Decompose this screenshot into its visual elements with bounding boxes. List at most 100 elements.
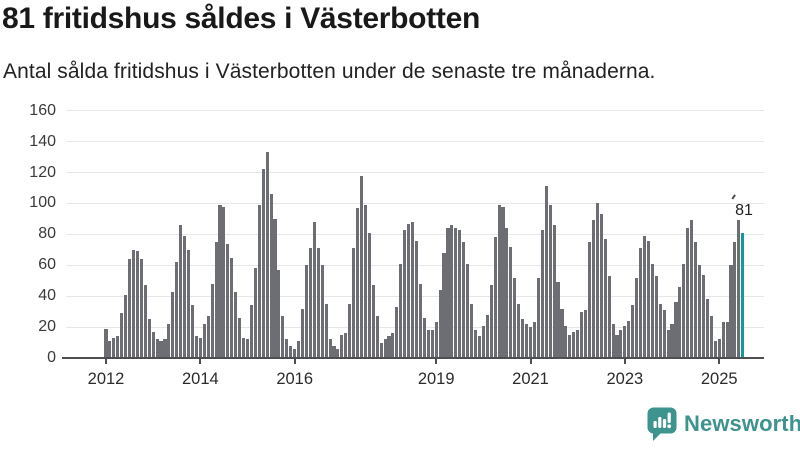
bar xyxy=(521,319,525,358)
bar xyxy=(257,204,261,358)
bar xyxy=(414,240,419,358)
bar xyxy=(540,229,544,358)
bar xyxy=(505,228,509,358)
x-axis-tick xyxy=(105,359,107,365)
y-axis-label: 20 xyxy=(38,318,56,336)
bar xyxy=(387,336,391,358)
bar xyxy=(147,319,151,358)
x-axis-tick xyxy=(529,359,532,365)
bar xyxy=(544,186,548,358)
bar xyxy=(430,330,434,358)
bar xyxy=(356,208,360,358)
bar xyxy=(477,336,481,358)
bar xyxy=(705,299,709,358)
bar xyxy=(485,314,489,358)
bar xyxy=(308,248,312,358)
bar xyxy=(595,203,599,358)
bar xyxy=(316,248,320,358)
bar xyxy=(418,283,422,358)
x-axis-tick xyxy=(293,359,296,365)
gridline xyxy=(66,172,764,174)
bar xyxy=(218,204,222,358)
bar xyxy=(599,214,603,358)
bar xyxy=(297,340,301,358)
bar xyxy=(462,242,466,358)
y-axis-label: 140 xyxy=(29,132,56,150)
x-axis-tick xyxy=(623,359,626,365)
bar xyxy=(383,339,387,358)
bar xyxy=(493,237,497,358)
bar xyxy=(587,242,592,358)
bar xyxy=(438,289,442,358)
bar xyxy=(733,242,737,358)
bar xyxy=(556,282,560,358)
bar xyxy=(725,322,729,358)
bar xyxy=(391,333,395,358)
y-axis-label: 100 xyxy=(29,194,56,212)
bar xyxy=(729,265,733,358)
bar xyxy=(359,175,364,358)
bar xyxy=(470,303,474,358)
bar xyxy=(497,204,501,358)
bar xyxy=(642,235,647,358)
bar xyxy=(426,330,430,358)
bar xyxy=(155,339,159,358)
bar xyxy=(446,228,450,358)
bar xyxy=(202,323,206,358)
bar xyxy=(230,257,234,358)
bar xyxy=(694,242,698,358)
bar xyxy=(646,240,650,358)
bar xyxy=(686,228,690,358)
bar xyxy=(399,263,403,358)
x-axis-tick xyxy=(718,359,721,365)
brand-name: Newsworthy xyxy=(684,411,800,436)
bar xyxy=(269,194,273,358)
bar xyxy=(249,305,253,358)
bar xyxy=(591,220,595,358)
bar xyxy=(639,248,643,358)
bar xyxy=(371,285,375,358)
bar xyxy=(548,204,552,358)
bar xyxy=(407,223,411,358)
bar xyxy=(332,345,336,358)
bar xyxy=(422,317,426,358)
y-axis-label: 80 xyxy=(38,225,56,243)
bar xyxy=(281,316,285,358)
bar xyxy=(206,316,210,358)
bar xyxy=(489,285,493,358)
highlighted-bar xyxy=(741,232,745,358)
bar xyxy=(662,310,666,358)
bar xyxy=(175,262,179,358)
x-axis-label: 2023 xyxy=(606,370,644,388)
bar xyxy=(442,252,446,358)
bar xyxy=(678,286,682,358)
bar xyxy=(143,285,147,358)
bar xyxy=(131,249,136,358)
bar xyxy=(300,308,305,358)
bar xyxy=(658,303,662,358)
bar xyxy=(552,225,556,358)
bar xyxy=(312,221,316,358)
x-axis-label: 2016 xyxy=(276,370,314,388)
bar xyxy=(532,322,536,358)
gridline xyxy=(66,233,764,235)
bar xyxy=(737,220,741,358)
bar xyxy=(344,333,348,358)
bar xyxy=(458,229,462,358)
bar xyxy=(690,220,694,358)
chart-subtitle: Antal sålda fritidshus i Västerbotten un… xyxy=(3,60,656,83)
bar xyxy=(525,323,529,358)
bar xyxy=(536,277,540,358)
bar xyxy=(151,331,155,358)
bar xyxy=(509,246,513,358)
bar xyxy=(580,311,584,358)
bar xyxy=(285,339,289,358)
bar xyxy=(159,340,163,358)
y-axis-label: 0 xyxy=(47,349,56,366)
bar xyxy=(623,325,627,358)
bar xyxy=(190,305,195,358)
bar xyxy=(238,317,242,358)
x-axis-label: 2025 xyxy=(700,370,738,388)
bar xyxy=(701,274,706,358)
bar xyxy=(721,322,725,358)
